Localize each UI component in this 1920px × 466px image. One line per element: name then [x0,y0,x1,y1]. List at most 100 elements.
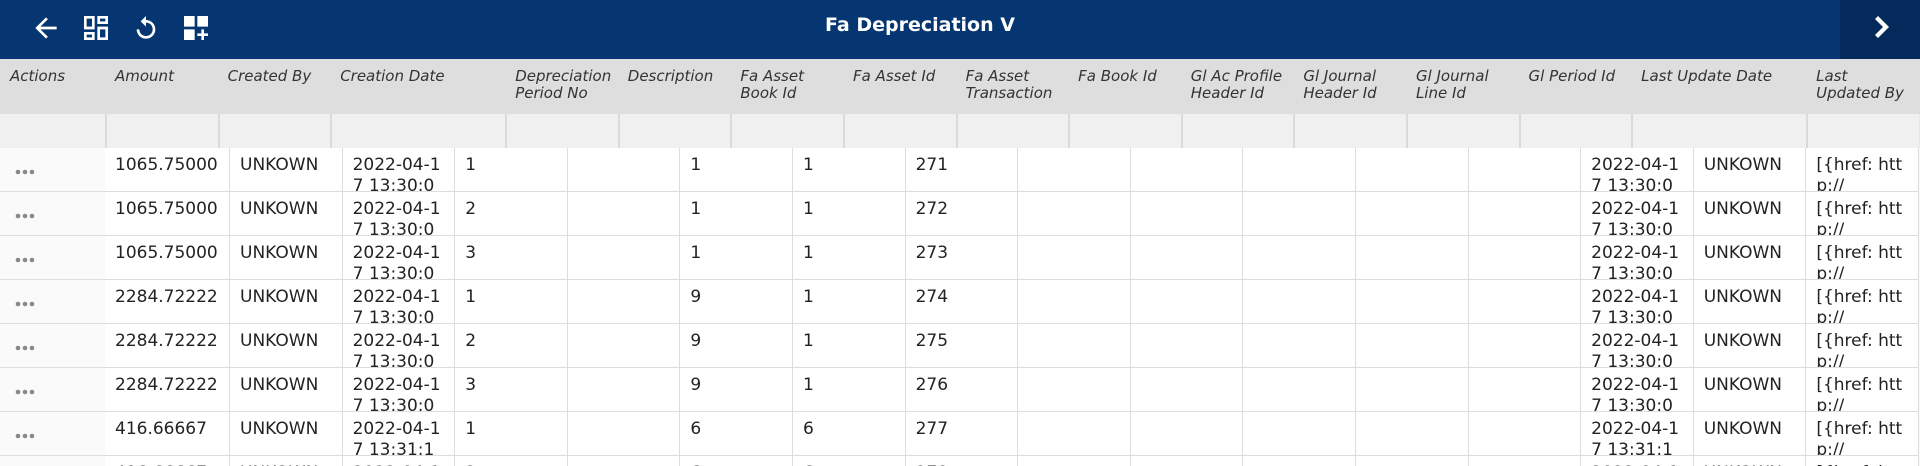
table-cell [1243,324,1356,368]
table-cell [1130,192,1244,236]
table-cell: UNKOWN [1693,456,1807,466]
table-cell: [{href: http:// [1806,192,1919,236]
table-cell [567,324,681,368]
table-cell [1243,412,1356,456]
table-cell: 1 [792,368,906,412]
table-cell [1355,236,1469,280]
table-cell: 2022-04-17 13:31:11 [1581,412,1694,456]
table-cell [1130,368,1244,412]
table-cell: 1 [680,192,793,236]
table-cell: UNKOWN [230,192,343,236]
back-button[interactable] [30,12,62,44]
table-cell: 2022-04-17 13:30:09 [1581,236,1694,280]
filter-input[interactable] [330,114,506,148]
table-cell: [{href: http:// [1806,412,1919,456]
refresh-button[interactable] [130,12,162,44]
table-cell [1355,368,1469,412]
column-header[interactable]: Gl Period Id [1528,67,1616,85]
table-cell: 9 [680,280,793,324]
table-cell: [{href: http:// [1806,456,1919,466]
table-cell [1243,236,1356,280]
filter-input[interactable] [1518,114,1632,148]
table-cell: 2284.72222 [105,368,230,412]
row-actions[interactable] [0,192,105,236]
row-actions[interactable] [0,456,105,466]
filter-input[interactable] [730,114,843,148]
table-cell: 2022-04-17 13:30:09 [342,148,456,192]
filter-input[interactable] [1405,114,1519,148]
table-cell: [{href: http:// [1806,368,1919,412]
column-header[interactable]: Created By [227,67,312,85]
table-cell [1468,192,1582,236]
column-header[interactable]: Gl Journal Header Id [1303,67,1377,102]
table-cell [1355,412,1469,456]
column-header[interactable]: Fa Asset Transaction [965,67,1053,102]
column-header[interactable]: Actions [10,67,66,85]
filter-input[interactable] [617,114,731,148]
column-header[interactable]: Last Updated By [1816,67,1904,102]
filter-input[interactable] [217,114,331,148]
table-cell: 2022-04-17 13:30:09 [342,368,456,412]
table-cell: 2022-04-17 13:30:09 [1581,148,1694,192]
table-cell: 1 [792,324,906,368]
column-header[interactable]: Fa Asset Id [852,67,936,85]
table-cell [1355,148,1469,192]
table-cell: 2022-04-17 13:30:09 [1581,368,1694,412]
filter-input[interactable] [505,114,618,148]
table-cell [1130,148,1244,192]
table-cell: 1 [680,236,793,280]
filter-spacer [0,114,105,148]
top-bar: Fa Depreciation V [0,0,1920,59]
row-actions[interactable] [0,324,105,368]
table-cell [1468,236,1582,280]
table-cell [1130,456,1244,466]
table-cell: UNKOWN [1693,412,1807,456]
row-actions[interactable] [0,236,105,280]
table-cell [1243,280,1356,324]
table-cell: UNKOWN [1693,148,1807,192]
row-actions[interactable] [0,412,105,456]
column-header[interactable]: Last Update Date [1641,67,1773,85]
table-cell: 278 [905,456,1019,466]
table-cell: 2022-04-17 13:31:11 [1581,456,1694,466]
column-header[interactable]: Amount [115,67,174,85]
layout-button[interactable] [80,12,112,44]
more-icon [15,433,35,439]
table-cell: 1 [455,280,568,324]
column-header[interactable]: Depreciation Period No [515,67,612,102]
table-cell [1243,456,1356,466]
filter-input[interactable] [842,114,956,148]
column-header[interactable]: Gl Ac Profile Header Id [1190,67,1283,102]
table-cell: [{href: http:// [1806,236,1919,280]
column-header[interactable]: Description [627,67,714,85]
column-header[interactable]: Creation Date [340,67,445,85]
table-cell: 2022-04-17 13:31:11 [342,412,456,456]
row-actions[interactable] [0,280,105,324]
table-cell: 3 [455,236,568,280]
filter-input[interactable] [1068,114,1181,148]
filter-input[interactable] [1180,114,1294,148]
table-cell: UNKOWN [230,236,343,280]
row-actions[interactable] [0,368,105,412]
filter-input[interactable] [1293,114,1406,148]
column-header[interactable]: Fa Asset Book Id [740,67,804,102]
table-cell: 1065.75000 [105,236,230,280]
filter-input[interactable] [955,114,1069,148]
next-button[interactable] [1840,0,1920,59]
table-cell: 1 [792,236,906,280]
column-header[interactable]: Fa Book Id [1078,67,1157,85]
column-header[interactable]: Gl Journal Line Id [1415,67,1489,102]
filter-input[interactable] [1806,114,1919,148]
table-cell: 416.66667 [105,412,230,456]
table-cell: 6 [680,456,793,466]
filter-input[interactable] [1631,114,1807,148]
add-widget-button[interactable] [180,12,212,44]
filter-input[interactable] [105,114,218,148]
row-actions[interactable] [0,148,105,192]
table-cell: 2022-04-17 13:30:09 [1581,324,1694,368]
more-icon [15,301,35,307]
table-cell [1355,456,1469,466]
